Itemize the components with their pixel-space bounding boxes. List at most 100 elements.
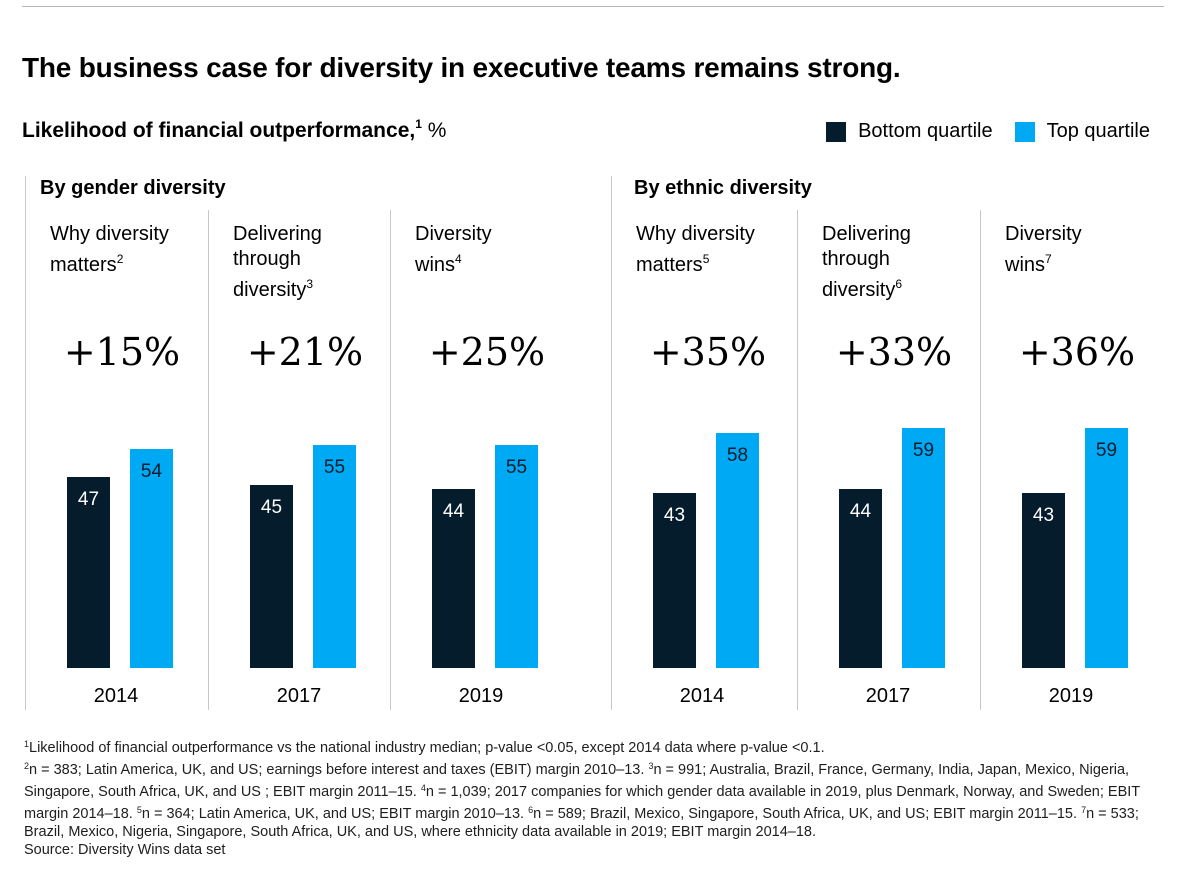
panel-label-line: Delivering bbox=[233, 223, 322, 245]
legend-label-top: Top quartile bbox=[1046, 120, 1150, 142]
chart-subtitle: Likelihood of financial outperformance,1… bbox=[22, 117, 446, 143]
footnote-7-text: n = 533; Brazil, Mexico, Nigeria, Singap… bbox=[24, 806, 1139, 840]
panel-divider bbox=[611, 176, 612, 710]
year-label: 2017 bbox=[276, 685, 322, 707]
panel-label-line: diversity bbox=[822, 279, 896, 301]
source-note: Source: Diversity Wins data set bbox=[24, 842, 226, 858]
footnotes: 1Likelihood of financial outperformance … bbox=[24, 735, 1174, 859]
footnote-2-text: n = 383; Latin America, UK, and US; earn… bbox=[29, 762, 649, 778]
panel-label: Delivering through diversity3 bbox=[233, 222, 322, 303]
legend-label-bottom: Bottom quartile bbox=[858, 120, 993, 142]
subtitle-footnote-ref: 1 bbox=[415, 117, 422, 131]
bar-top-quartile bbox=[130, 448, 173, 668]
subtitle-text: Likelihood of financial outperformance, bbox=[22, 119, 416, 142]
top-rule bbox=[22, 6, 1164, 7]
value-label-bottom-quartile: 43 bbox=[663, 505, 686, 527]
panel-label-line: Why diversity bbox=[636, 223, 755, 245]
value-label-top-quartile: 58 bbox=[726, 444, 749, 466]
year-label: 2017 bbox=[865, 685, 911, 707]
panel-label: Diversity wins4 bbox=[415, 222, 492, 278]
footnote-6-text: n = 589; Brazil, Mexico, Singapore, Sout… bbox=[533, 806, 1082, 822]
footnote-7-num: 7 bbox=[1081, 805, 1087, 815]
value-label-top-quartile: 59 bbox=[1095, 440, 1118, 462]
footnote-3-num: 3 bbox=[648, 761, 654, 771]
panel-divider bbox=[980, 210, 981, 710]
footnote-6-num: 6 bbox=[528, 805, 534, 815]
bar-top-quartile bbox=[313, 444, 356, 668]
panel-label-footnote-ref: 3 bbox=[306, 277, 314, 291]
value-label-bottom-quartile: 44 bbox=[849, 501, 872, 523]
bar-bottom-quartile bbox=[1022, 493, 1065, 668]
year-label: 2014 bbox=[679, 685, 725, 707]
footnote-4-num: 4 bbox=[420, 783, 426, 793]
difference-label: +33% bbox=[835, 330, 953, 374]
chart-title: The business case for diversity in execu… bbox=[22, 52, 901, 83]
value-label-top-quartile: 54 bbox=[140, 460, 163, 482]
footnote-1-text: Likelihood of financial outperformance v… bbox=[29, 740, 825, 756]
difference-label: +21% bbox=[246, 330, 364, 374]
value-label-bottom-quartile: 47 bbox=[77, 489, 100, 511]
bar-bottom-quartile bbox=[432, 489, 475, 668]
group-header-gender: By gender diversity bbox=[40, 177, 226, 199]
footnote-1: 1Likelihood of financial outperformance … bbox=[24, 735, 1174, 757]
bar-bottom-quartile bbox=[653, 493, 696, 668]
footnote-5-num: 5 bbox=[136, 805, 142, 815]
panel-label: Why diversity matters2 bbox=[50, 222, 169, 278]
panel-label: Why diversity matters5 bbox=[636, 222, 755, 278]
legend-swatch-bottom bbox=[826, 121, 847, 142]
legend-item-bottom-quartile: Bottom quartile bbox=[826, 120, 993, 143]
panel-label-footnote-ref: 6 bbox=[895, 277, 903, 291]
footnote-5-text: n = 364; Latin America, UK, and US; EBIT… bbox=[141, 806, 529, 822]
value-label-bottom-quartile: 44 bbox=[442, 501, 465, 523]
panel-label: Delivering through diversity6 bbox=[822, 222, 911, 303]
legend: Bottom quartile Top quartile bbox=[804, 120, 1150, 143]
difference-label: +15% bbox=[63, 330, 181, 374]
value-label-top-quartile: 55 bbox=[505, 456, 528, 478]
value-label-bottom-quartile: 45 bbox=[260, 497, 283, 519]
panel-label-line: Diversity bbox=[415, 223, 492, 245]
panel-label-line: Diversity bbox=[1005, 223, 1082, 245]
bar-top-quartile bbox=[1085, 428, 1128, 668]
footnote-2-num: 2 bbox=[24, 761, 30, 771]
panel-label: Diversity wins7 bbox=[1005, 222, 1082, 278]
footnote-4-text: n = 1,039; 2017 companies for which gend… bbox=[24, 784, 1140, 822]
bar-bottom-quartile bbox=[250, 485, 293, 668]
value-label-top-quartile: 55 bbox=[323, 456, 346, 478]
panel-label-line: diversity bbox=[233, 279, 307, 301]
legend-item-top-quartile: Top quartile bbox=[1014, 120, 1150, 143]
panel-label-line: wins bbox=[1005, 254, 1046, 276]
panel-label-footnote-ref: 2 bbox=[116, 252, 124, 266]
panel-label-line: through bbox=[822, 248, 890, 270]
group-header-ethnic: By ethnic diversity bbox=[634, 177, 812, 199]
subtitle-unit: % bbox=[427, 119, 447, 142]
bar-top-quartile bbox=[902, 428, 945, 668]
bar-bottom-quartile bbox=[839, 489, 882, 668]
bar-bottom-quartile bbox=[67, 477, 110, 668]
year-label: 2019 bbox=[1048, 685, 1094, 707]
panel-label-line: matters bbox=[50, 254, 117, 276]
year-label: 2019 bbox=[458, 685, 504, 707]
footnotes-2-to-7: 2n = 383; Latin America, UK, and US; ear… bbox=[24, 757, 1174, 841]
panel-divider bbox=[797, 210, 798, 710]
bar-top-quartile bbox=[495, 444, 538, 668]
panel-label-line: through bbox=[233, 248, 301, 270]
panel-label-line: Why diversity bbox=[50, 223, 169, 245]
bar-top-quartile bbox=[716, 432, 759, 668]
panel-divider bbox=[25, 176, 26, 710]
panel-label-footnote-ref: 4 bbox=[455, 252, 462, 266]
panel-divider bbox=[208, 210, 209, 710]
panel-label-line: Delivering bbox=[822, 223, 911, 245]
difference-label: +36% bbox=[1018, 330, 1136, 374]
footnote-1-num: 1 bbox=[24, 739, 30, 749]
value-label-top-quartile: 59 bbox=[912, 440, 935, 462]
panel-label-line: matters bbox=[636, 254, 703, 276]
year-label: 2014 bbox=[93, 685, 139, 707]
value-label-bottom-quartile: 43 bbox=[1032, 505, 1055, 527]
panel-label-footnote-ref: 7 bbox=[1045, 252, 1052, 266]
panel-label-line: wins bbox=[415, 254, 456, 276]
panel-divider bbox=[390, 210, 391, 710]
difference-label: +25% bbox=[428, 330, 546, 374]
panel-label-footnote-ref: 5 bbox=[702, 252, 710, 266]
footnote-3-text: n = 991; Australia, Brazil, France, Germ… bbox=[24, 762, 1130, 800]
legend-swatch-top bbox=[1014, 121, 1035, 142]
